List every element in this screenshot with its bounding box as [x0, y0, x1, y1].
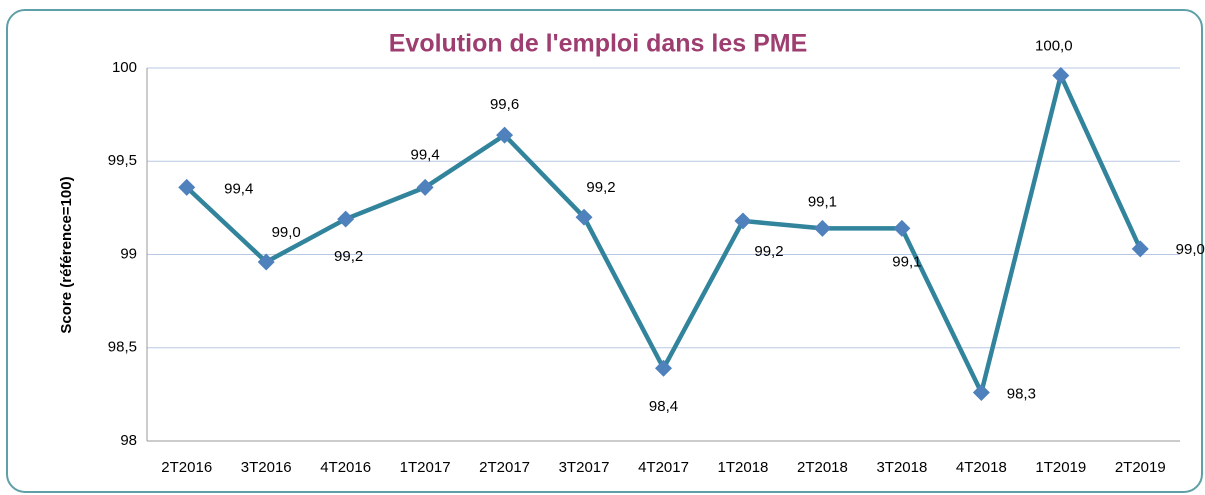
x-tick-label: 4T2017 — [638, 459, 689, 476]
marker — [575, 208, 593, 226]
x-tick-label: 1T2019 — [1035, 459, 1086, 476]
marker — [972, 384, 990, 401]
marker — [734, 212, 752, 230]
data-label: 100,0 — [1035, 37, 1073, 54]
marker — [813, 219, 831, 237]
marker — [178, 178, 196, 196]
y-tick-label: 99 — [120, 245, 137, 262]
data-label: 99,2 — [586, 179, 615, 196]
x-tick-label: 4T2016 — [320, 459, 371, 476]
marker — [496, 126, 514, 144]
data-label: 98,3 — [1007, 385, 1036, 402]
data-label: 99,4 — [224, 180, 253, 197]
marker — [257, 253, 275, 271]
x-tick-label: 3T2017 — [559, 459, 610, 476]
data-label: 99,4 — [411, 146, 440, 163]
marker — [416, 178, 434, 196]
marker — [893, 219, 911, 237]
marker — [337, 210, 355, 228]
data-label: 99,1 — [808, 193, 837, 210]
data-label: 99,1 — [892, 253, 921, 270]
y-tick-label: 99,5 — [108, 152, 137, 169]
x-tick-label: 3T2018 — [876, 459, 927, 476]
data-label: 98,4 — [649, 398, 678, 415]
marker — [655, 359, 672, 377]
data-label: 99,0 — [272, 224, 301, 241]
chart-frame — [6, 9, 1203, 493]
x-tick-label: 4T2018 — [956, 459, 1007, 476]
y-tick-label: 100 — [112, 59, 137, 76]
x-tick-label: 2T2016 — [161, 459, 212, 476]
x-tick-label: 2T2018 — [797, 459, 848, 476]
data-label: 99,0 — [1176, 241, 1205, 258]
chart-title: Evolution de l'emploi dans les PME — [389, 30, 808, 58]
x-tick-label: 1T2018 — [718, 459, 769, 476]
x-tick-label: 2T2019 — [1115, 459, 1166, 476]
y-tick-label: 98 — [120, 432, 137, 449]
data-label: 99,2 — [334, 248, 363, 265]
data-label: 99,2 — [754, 243, 783, 260]
y-tick-label: 98,5 — [108, 339, 137, 356]
data-label: 99,6 — [490, 96, 519, 113]
x-tick-label: 1T2017 — [400, 459, 451, 476]
x-tick-label: 2T2017 — [479, 459, 530, 476]
x-tick-label: 3T2016 — [241, 459, 292, 476]
y-axis-label: Score (référence=100) — [58, 176, 75, 333]
